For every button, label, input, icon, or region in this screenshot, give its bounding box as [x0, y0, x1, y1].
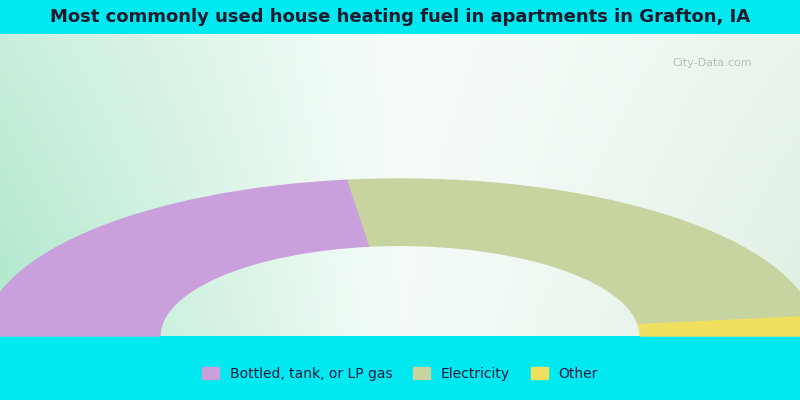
Wedge shape	[638, 316, 800, 336]
Legend: Bottled, tank, or LP gas, Electricity, Other: Bottled, tank, or LP gas, Electricity, O…	[198, 363, 602, 385]
Text: Most commonly used house heating fuel in apartments in Grafton, IA: Most commonly used house heating fuel in…	[50, 8, 750, 26]
Wedge shape	[348, 179, 800, 325]
Wedge shape	[0, 180, 370, 336]
Text: City-Data.com: City-Data.com	[672, 58, 752, 68]
